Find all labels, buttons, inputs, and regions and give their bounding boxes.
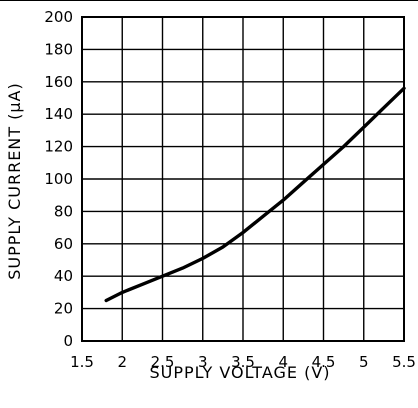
y-axis-label: SUPPLY CURRENT (μA)	[5, 82, 24, 279]
y-tick-label: 60	[54, 235, 73, 253]
x-tick-label: 5.5	[392, 353, 416, 371]
x-tick-label: 2.5	[151, 353, 175, 371]
grid	[82, 17, 404, 341]
x-tick-label: 1.5	[70, 353, 94, 371]
x-tick-label: 3.5	[231, 353, 255, 371]
plot-frame	[81, 16, 405, 342]
x-tick-label: 4	[278, 353, 288, 371]
x-tick-labels: 1.5 2 2.5 3 3.5 4 4.5 5 5.5	[70, 353, 416, 371]
x-tick-label: 4.5	[312, 353, 336, 371]
x-tick-label: 2	[117, 353, 127, 371]
y-tick-label: 200	[44, 8, 73, 26]
y-tick-labels: 0 20 40 60 80 100 120 140 160 180 200	[44, 8, 73, 350]
x-tick-label: 5	[359, 353, 369, 371]
y-tick-label: 160	[44, 73, 73, 91]
y-tick-label: 20	[54, 300, 73, 318]
y-tick-label: 0	[63, 332, 73, 350]
x-axis-label: SUPPLY VOLTAGE (V)	[150, 363, 331, 382]
series-line	[104, 86, 406, 303]
y-tick-label: 120	[44, 138, 73, 156]
y-tick-label: 40	[54, 267, 73, 285]
x-tick-label: 3	[198, 353, 208, 371]
y-tick-label: 180	[44, 40, 73, 58]
y-tick-label: 80	[54, 202, 73, 220]
y-tick-label: 100	[44, 170, 73, 188]
y-tick-label: 140	[44, 105, 73, 123]
series-group	[104, 86, 406, 303]
